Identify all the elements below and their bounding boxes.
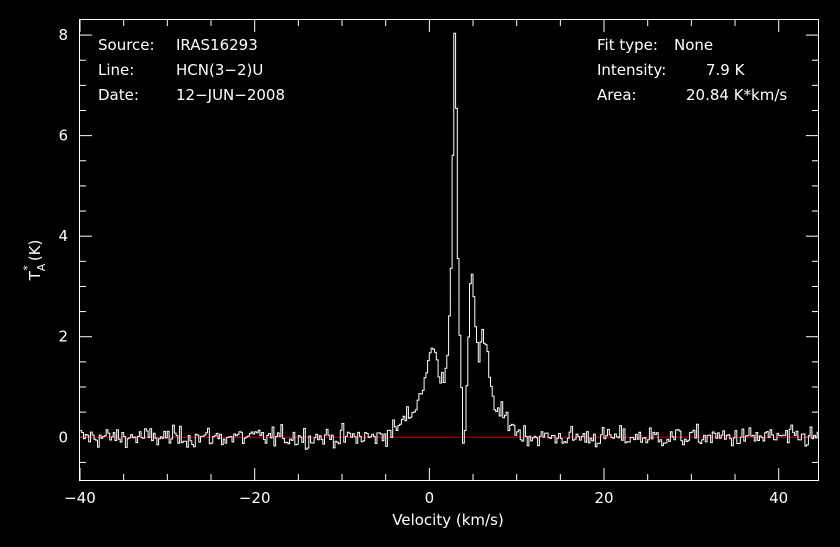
y-tick-label: 2: [58, 328, 68, 346]
x-tick-labels: −40 −20 0 20 40: [64, 489, 788, 507]
intensity-label: Intensity:: [597, 61, 666, 79]
y-axis-title-main: T: [26, 270, 44, 281]
date-value: 12−JUN−2008: [176, 86, 285, 104]
y-axis-title-sup: *: [21, 265, 34, 271]
x-tick-label: −20: [239, 489, 271, 507]
area-label: Area:: [597, 86, 637, 104]
source-value: IRAS16293: [176, 36, 258, 54]
y-tick-label: 0: [58, 428, 68, 446]
x-tick-label: 40: [769, 489, 788, 507]
x-tick-label: 0: [425, 489, 435, 507]
y-tick-label: 4: [58, 227, 68, 245]
source-label: Source:: [98, 36, 155, 54]
y-axis-title: TA* (K): [21, 240, 48, 282]
area-value: 20.84 K*km/s: [686, 86, 787, 104]
plot-frame: [79, 19, 819, 481]
y-tick-label: 6: [58, 127, 68, 145]
info-left: Source: IRAS16293 Line: HCN(3−2)U Date: …: [98, 36, 285, 104]
x-axis-title: Velocity (km/s): [392, 511, 503, 529]
x-tick-label: −40: [64, 489, 96, 507]
x-tick-label: 20: [594, 489, 613, 507]
y-axis-title-text: TA* (K): [21, 240, 48, 282]
date-label: Date:: [98, 86, 139, 104]
fit-type-label: Fit type:: [597, 36, 658, 54]
line-label: Line:: [98, 61, 134, 79]
fit-type-value: None: [674, 36, 713, 54]
y-axis-title-unit: (K): [26, 240, 44, 262]
spectrum-line: [80, 32, 818, 450]
y-tick-labels: 0 2 4 6 8: [58, 26, 68, 446]
info-right: Fit type: None Intensity: 7.9 K Area: 20…: [597, 36, 787, 104]
y-axis-title-sub: A: [35, 263, 48, 271]
line-value: HCN(3−2)U: [176, 61, 263, 79]
y-tick-label: 8: [58, 26, 68, 44]
intensity-value: 7.9 K: [706, 61, 746, 79]
